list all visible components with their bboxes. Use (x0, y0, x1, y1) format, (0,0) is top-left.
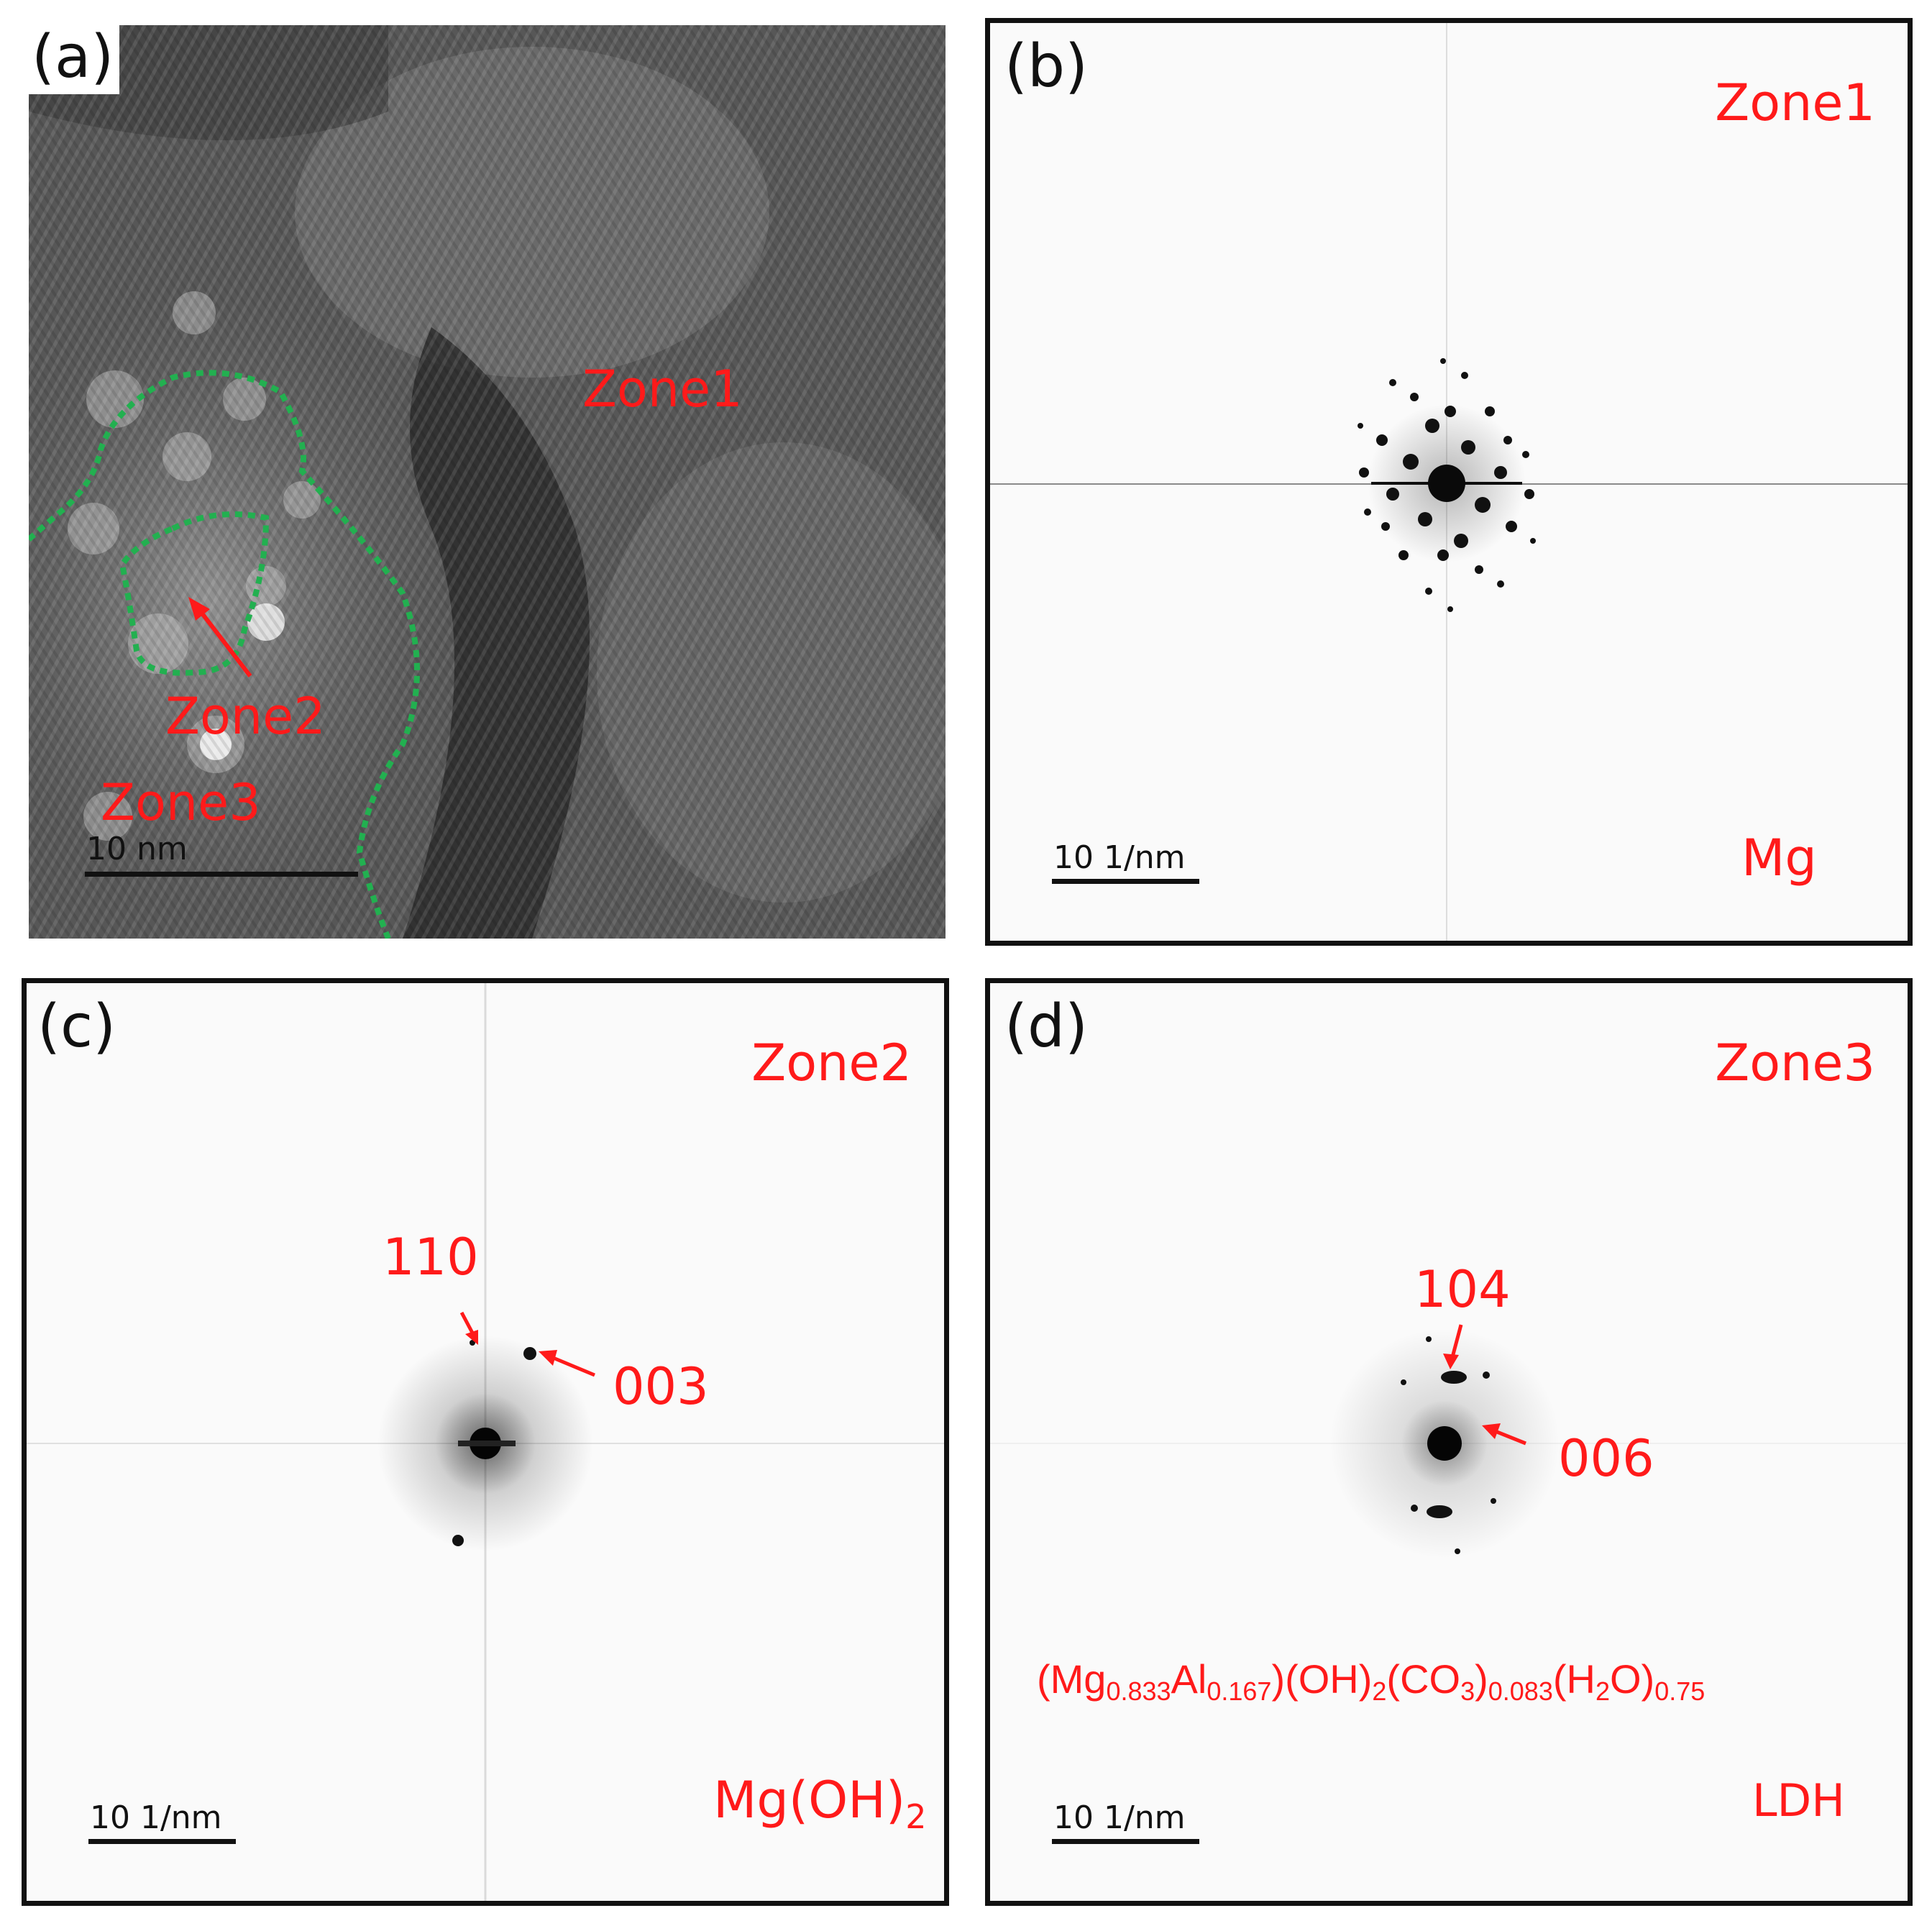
phase-formula-sub: 2 (905, 1797, 927, 1836)
panel-d-scale-bar (1052, 1839, 1199, 1844)
panel-b-scale-label: 10 1/nm (1053, 839, 1186, 876)
zone3-label: Zone3 (101, 773, 261, 832)
fft-pattern-b (990, 23, 1908, 941)
panel-a-scale-label: 10 nm (86, 831, 188, 867)
panel-a-scale-bar (85, 872, 358, 877)
fft-pattern-d (990, 1324, 1908, 1558)
panel-c-fft: (c) Zone2 110 003 Mg(OH)2 10 1/nm (22, 978, 949, 1906)
spot-110-label: 110 (383, 1228, 479, 1287)
panel-c-scale-bar (88, 1839, 236, 1844)
panel-d-zone-label: Zone3 (1715, 1033, 1875, 1092)
panel-c-scale-label: 10 1/nm (90, 1799, 222, 1836)
panel-d-label: (d) (1004, 992, 1089, 1061)
panel-b-label: (b) (1004, 32, 1089, 101)
panel-c-label: (c) (37, 992, 116, 1061)
fft-pattern-c (27, 983, 944, 1901)
spot-104-label: 104 (1414, 1260, 1511, 1319)
panel-b-phase-label: Mg (1741, 829, 1817, 887)
panel-a-hrtem-image: (a) Zone1 Zone2 Zone3 10 nm (29, 25, 946, 939)
zone3-boundary (29, 370, 420, 939)
phase-formula-main: Mg(OH) (713, 1771, 906, 1830)
spot-006-label: 006 (1558, 1429, 1654, 1488)
panel-b-fft: (b) Zone1 Mg 10 1/nm (985, 18, 1913, 946)
panel-d-scale-label: 10 1/nm (1053, 1799, 1186, 1836)
zone1-label: Zone1 (582, 360, 743, 419)
ldh-chemical-formula: (Mg0.833Al0.167)(OH)2(CO3)0.083(H2O)0.75 (1037, 1656, 1706, 1706)
zone2-boundary (119, 511, 270, 676)
panel-b-zone-label: Zone1 (1715, 73, 1875, 132)
panel-d-fft: (d) Zone3 104 006 (Mg0.833Al0.167)(OH)2(… (985, 978, 1913, 1906)
zone2-label: Zone2 (165, 687, 326, 746)
zone2-arrow (188, 597, 252, 677)
panel-b-scale-bar (1052, 879, 1199, 884)
panel-c-zone-label: Zone2 (751, 1033, 912, 1092)
hrtem-texture (29, 25, 946, 939)
panel-d-phase-label: LDH (1752, 1774, 1845, 1827)
spot-003-label: 003 (613, 1357, 709, 1416)
panel-c-phase-label: Mg(OH)2 (713, 1771, 926, 1836)
panel-a-label: (a) (29, 25, 120, 94)
